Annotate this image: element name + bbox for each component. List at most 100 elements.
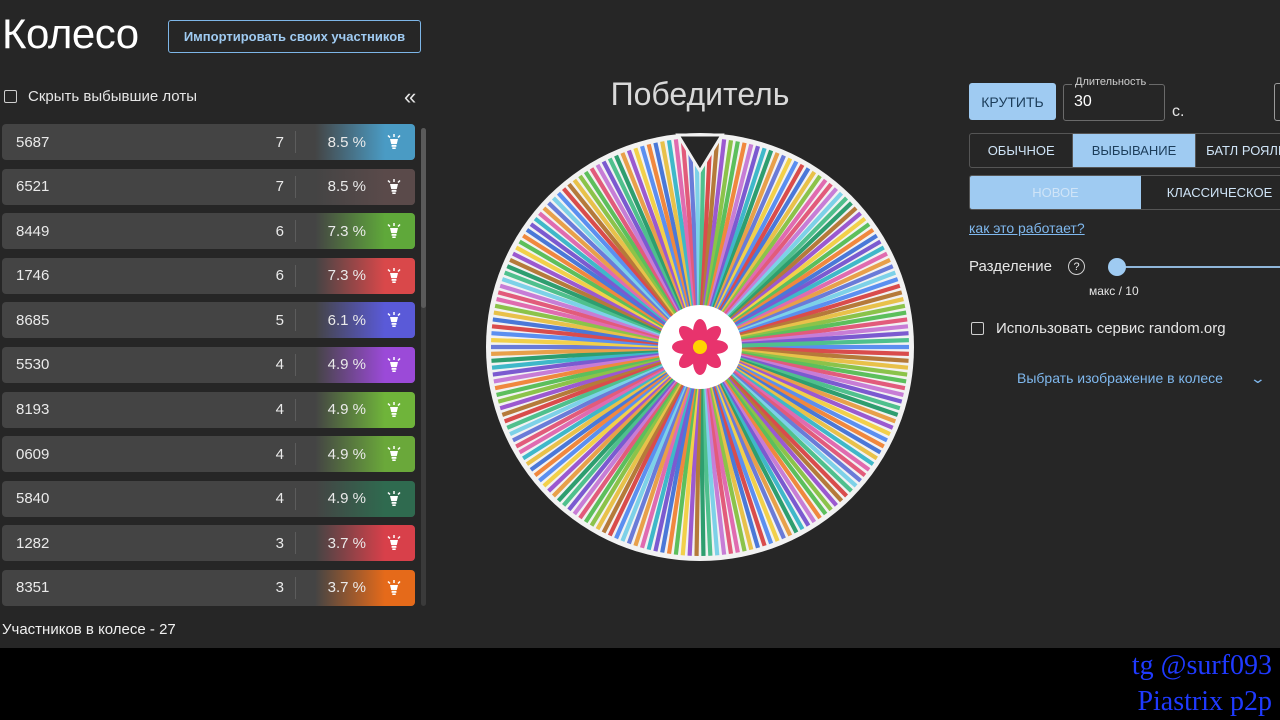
- wheel-segment: [723, 376, 833, 512]
- hide-eliminated-checkbox[interactable]: [4, 90, 17, 103]
- wheel-segment: [724, 187, 838, 319]
- extra-control-button[interactable]: [1274, 83, 1280, 121]
- how-it-works-link[interactable]: как это работает?: [969, 220, 1085, 236]
- wheel-segment: [706, 385, 747, 552]
- lot-amount: 6: [275, 267, 284, 285]
- lot-row[interactable]: 8193 4 4.9 %: [2, 391, 415, 428]
- lot-amount: 3: [275, 579, 284, 597]
- lot-color-gradient: [315, 302, 415, 339]
- mode-option[interactable]: БАТЛ РОЯЛЬ: [1196, 134, 1280, 167]
- lots-scrollbar[interactable]: [421, 128, 426, 606]
- import-participants-button[interactable]: Импортировать своих участников: [168, 20, 421, 53]
- wheel-segment: [646, 143, 693, 309]
- wheel-segment: [529, 368, 669, 472]
- lot-row[interactable]: 5530 4 4.9 %: [2, 346, 415, 383]
- lot-divider: [295, 487, 296, 510]
- lightbulb-icon[interactable]: [385, 356, 403, 374]
- wheel-segment: [736, 264, 894, 334]
- random-org-toggle[interactable]: Использовать сервис random.org: [971, 320, 1226, 337]
- wheel[interactable]: [484, 131, 916, 563]
- lot-row[interactable]: 6521 7 8.5 %: [2, 168, 415, 205]
- lightbulb-icon[interactable]: [385, 579, 403, 597]
- chevron-down-icon[interactable]: ⌄: [1249, 370, 1267, 386]
- wheel-segment: [556, 375, 675, 503]
- wheel-segment: [721, 174, 822, 316]
- duration-value[interactable]: 30: [1074, 93, 1092, 110]
- wheel-segment: [730, 369, 867, 478]
- lot-row[interactable]: 0609 4 4.9 %: [2, 436, 415, 473]
- lightbulb-icon[interactable]: [385, 178, 403, 196]
- wheel-segment: [725, 191, 844, 319]
- wheel-type-group: НОВОЕ КЛАССИЧЕСКОЕ: [969, 175, 1280, 210]
- lightbulb-icon[interactable]: [385, 267, 403, 285]
- wheel-type-option[interactable]: НОВОЕ: [970, 176, 1141, 209]
- lot-amount: 7: [275, 178, 284, 196]
- lot-amount: 7: [275, 133, 284, 151]
- wheel-segment: [525, 367, 669, 466]
- lightbulb-icon[interactable]: [385, 311, 403, 329]
- lightbulb-icon[interactable]: [385, 490, 403, 508]
- wheel-segment: [722, 178, 828, 317]
- lot-name: 0609: [16, 445, 50, 463]
- lot-row[interactable]: 8685 5 6.1 %: [2, 302, 415, 339]
- random-org-label: Использовать сервис random.org: [996, 320, 1226, 337]
- wheel-segment: [515, 245, 666, 330]
- wheel-image-select[interactable]: Выбрать изображение в колесе: [1017, 370, 1223, 386]
- wheel-segment: [506, 264, 664, 334]
- lot-color-gradient: [315, 525, 415, 562]
- lot-name: 8193: [16, 401, 50, 419]
- lot-row[interactable]: 1282 3 3.7 %: [2, 525, 415, 562]
- lot-percent: 6.1 %: [327, 311, 366, 329]
- lot-row[interactable]: 5687 7 8.5 %: [2, 124, 415, 160]
- lightbulb-icon[interactable]: [385, 133, 403, 151]
- lightbulb-icon[interactable]: [385, 534, 403, 552]
- lightbulb-icon[interactable]: [385, 445, 403, 463]
- lot-divider: [295, 398, 296, 421]
- duration-label: Длительность: [1072, 76, 1150, 88]
- help-icon[interactable]: ?: [1068, 258, 1085, 275]
- wheel-segment: [556, 191, 675, 319]
- random-org-checkbox[interactable]: [971, 322, 984, 335]
- lightbulb-icon[interactable]: [385, 222, 403, 240]
- lot-row[interactable]: 8449 6 7.3 %: [2, 213, 415, 250]
- lot-divider: [295, 532, 296, 555]
- wheel-segment: [607, 157, 685, 312]
- collapse-panel-icon[interactable]: «: [404, 84, 417, 109]
- wheel-type-option[interactable]: КЛАССИЧЕСКОЕ: [1166, 185, 1273, 200]
- lot-row[interactable]: 1746 6 7.3 %: [2, 257, 415, 294]
- lightbulb-icon[interactable]: [385, 401, 403, 419]
- wheel-segment: [491, 346, 661, 357]
- wheel-segment: [739, 350, 908, 377]
- wheel-segment: [595, 163, 683, 314]
- lots-scroll-thumb[interactable]: [421, 128, 426, 308]
- lot-name: 6521: [16, 178, 50, 196]
- split-slider-track[interactable]: [1117, 266, 1280, 268]
- wheel-segment: [640, 145, 691, 310]
- lot-row[interactable]: 5840 4 4.9 %: [2, 480, 415, 517]
- wheel-segment: [496, 354, 662, 397]
- wheel-segment: [711, 149, 774, 311]
- wheel-segment: [601, 160, 684, 313]
- wheel-segment: [736, 359, 897, 424]
- wheel-segment: [687, 386, 701, 556]
- mode-option[interactable]: ОБЫЧНОЕ: [970, 134, 1074, 167]
- hide-eliminated-toggle[interactable]: Скрыть выбывшие лоты: [4, 88, 197, 105]
- wheel-segment: [739, 337, 909, 348]
- wheel-segment: [501, 358, 663, 417]
- wheel-segment: [653, 385, 694, 552]
- lot-row[interactable]: 8351 3 3.7 %: [2, 569, 415, 606]
- mode-option[interactable]: ВЫБЫВАНИЕ: [1073, 134, 1196, 167]
- lot-amount: 6: [275, 222, 284, 240]
- wheel-segment: [707, 385, 754, 551]
- lot-amount: 4: [275, 401, 284, 419]
- wheel-segment: [660, 385, 695, 553]
- lot-name: 8449: [16, 222, 50, 240]
- wheel-segment: [497, 355, 662, 404]
- lot-color-gradient: [315, 168, 415, 205]
- wheel-segment: [734, 251, 888, 332]
- spin-button[interactable]: КРУТИТЬ: [969, 83, 1056, 120]
- wheel-segment: [730, 216, 867, 325]
- wheel-segment: [737, 277, 899, 336]
- wheel-segment: [503, 359, 664, 424]
- split-slider-thumb[interactable]: [1108, 258, 1126, 276]
